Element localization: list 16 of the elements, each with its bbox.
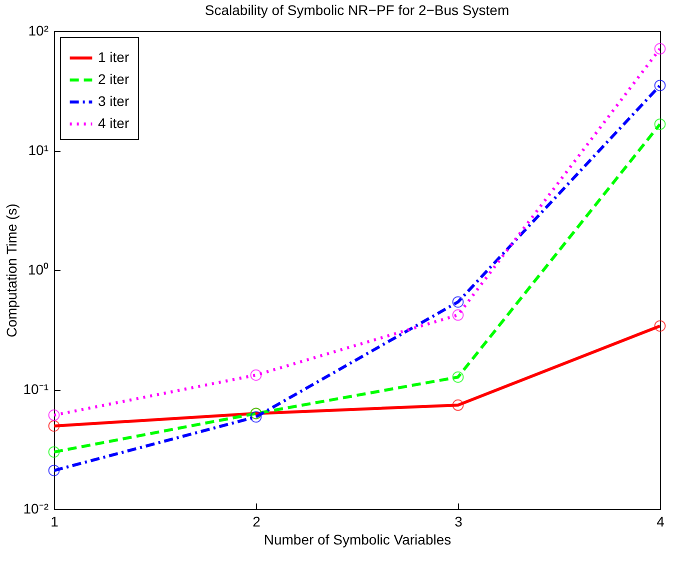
x-axis-title: Number of Symbolic Variables bbox=[264, 532, 452, 548]
legend-label: 1 iter bbox=[98, 49, 130, 65]
y-tick-label: 10² bbox=[28, 22, 49, 38]
y-tick-label: 10⁻² bbox=[23, 500, 49, 516]
legend-label: 4 iter bbox=[98, 115, 130, 131]
x-tick-label: 3 bbox=[454, 514, 463, 530]
x-tick-label: 2 bbox=[252, 514, 261, 530]
legend-label: 3 iter bbox=[98, 93, 130, 109]
chart-title: Scalability of Symbolic NR−PF for 2−Bus System bbox=[204, 2, 510, 18]
y-axis-title: Computation Time (s) bbox=[3, 204, 20, 338]
x-tick-label: 4 bbox=[656, 514, 665, 530]
y-tick-label: 10¹ bbox=[28, 142, 49, 158]
x-tick-label: 1 bbox=[50, 514, 59, 530]
legend-label: 2 iter bbox=[98, 71, 130, 87]
y-tick-label: 10⁰ bbox=[28, 262, 48, 278]
y-tick-label: 10⁻¹ bbox=[23, 381, 49, 397]
